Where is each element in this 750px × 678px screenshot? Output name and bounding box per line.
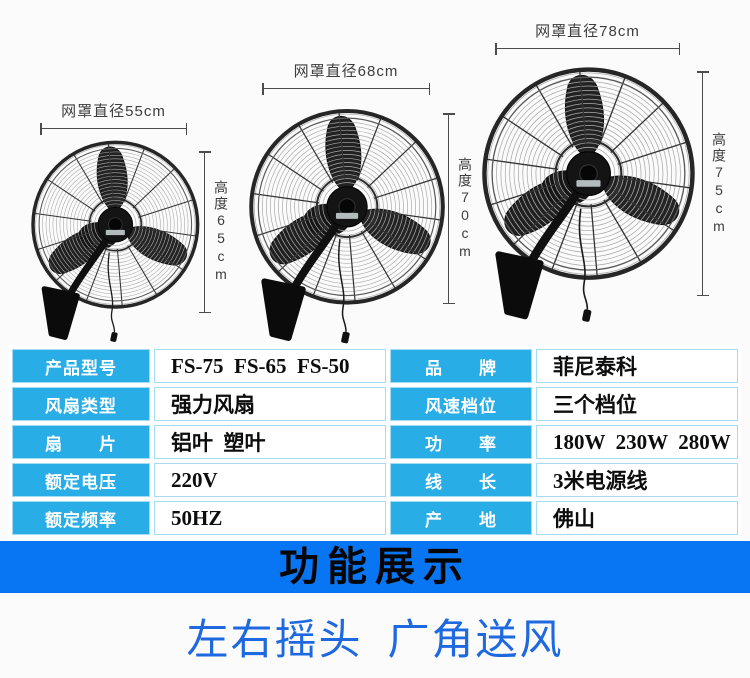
spec-label-cell: 额定电压 — [12, 463, 150, 497]
diameter-dimension-line-small — [40, 123, 187, 135]
spec-label-cell: 扇 片 — [12, 425, 150, 459]
spec-label-cell: 产 地 — [390, 501, 532, 535]
table-row: 风扇类型 强力风扇 风速档位 三个档位 — [12, 387, 738, 421]
table-row: 额定频率 50HZ 产 地 佛山 — [12, 501, 738, 535]
spec-label-cell: 风扇类型 — [12, 387, 150, 421]
height-dimension-line-medium — [443, 113, 455, 304]
height-label-small: 高度65cm — [213, 180, 229, 284]
spec-value-cell: 三个档位 — [536, 387, 738, 421]
spec-label-cell: 风速档位 — [390, 387, 532, 421]
spec-label-cell: 功 率 — [390, 425, 532, 459]
fan-image-large — [468, 64, 698, 327]
spec-value-cell: 菲尼泰科 — [536, 349, 738, 383]
spec-label-cell: 额定频率 — [12, 501, 150, 535]
spec-label-cell: 品 牌 — [390, 349, 532, 383]
feature-caption: 左右摇头 广角送风 — [186, 618, 564, 664]
spec-value-cell: 佛山 — [536, 501, 738, 535]
diameter-label-medium: 网罩直径68cm — [293, 63, 399, 80]
spec-label-cell: 线 长 — [390, 463, 532, 497]
height-dimension-line-large — [697, 71, 709, 296]
spec-value-cell: 50HZ — [154, 501, 386, 535]
diameter-label-large: 网罩直径78cm — [535, 23, 640, 40]
diameter-dimension-line-medium — [262, 83, 430, 95]
spec-label-cell: 产品型号 — [12, 349, 150, 383]
diameter-dimension-line-large — [495, 43, 680, 55]
spec-value-cell: 3米电源线 — [536, 463, 738, 497]
function-banner: 功能展示 — [0, 541, 750, 593]
table-row: 产品型号 FS-75 FS-65 FS-50 品 牌 菲尼泰科 — [12, 349, 738, 383]
table-row: 额定电压 220V 线 长 3米电源线 — [12, 463, 738, 497]
diameter-label-small: 网罩直径55cm — [61, 103, 166, 120]
spec-value-cell: 180W 230W 280W — [536, 425, 738, 459]
spec-value-cell: 铝叶 塑叶 — [154, 425, 386, 459]
height-label-large: 高度75cm — [711, 131, 727, 236]
spec-value-cell: 强力风扇 — [154, 387, 386, 421]
fan-image-medium — [236, 106, 448, 348]
spec-table: 产品型号 FS-75 FS-65 FS-50 品 牌 菲尼泰科 风扇类型 强力风… — [8, 345, 742, 539]
height-label-medium: 高度70cm — [457, 156, 473, 261]
fan-image-small — [20, 138, 202, 346]
height-dimension-line-small — [199, 151, 211, 313]
table-row: 扇 片 铝叶 塑叶 功 率 180W 230W 280W — [12, 425, 738, 459]
spec-value-cell: FS-75 FS-65 FS-50 — [154, 349, 386, 383]
spec-value-cell: 220V — [154, 463, 386, 497]
